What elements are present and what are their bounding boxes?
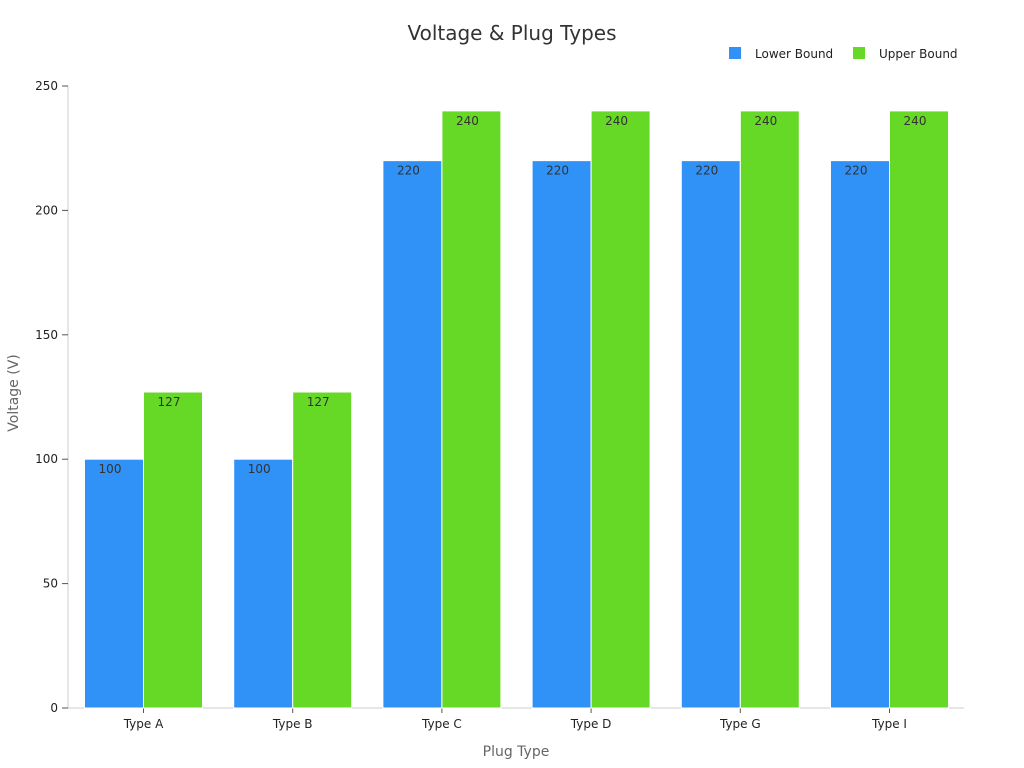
bar-upper-bound <box>292 391 353 709</box>
bar-value-label: 127 <box>158 395 181 409</box>
bar-value-label: 240 <box>754 114 777 128</box>
bar-value-label: 220 <box>397 164 420 178</box>
bar-lower-bound <box>830 160 890 709</box>
data-labels: 100 127 100 127 220 240 220 240 220 240 220 240 <box>99 114 927 476</box>
y-tick-label: 100 <box>35 452 58 466</box>
x-axis-title: Plug Type <box>483 744 550 760</box>
bar-lower-bound <box>84 458 144 709</box>
bar-value-label: 220 <box>546 164 569 178</box>
legend-swatch <box>729 47 741 59</box>
x-axis: Type A Type B Type C Type D Type G Type I <box>68 707 964 731</box>
y-tick-label: 200 <box>35 203 58 217</box>
x-tick-label: Type A <box>123 717 164 731</box>
bar-upper-bound <box>889 110 949 709</box>
bar-value-label: 240 <box>605 114 628 128</box>
bar-value-label: 240 <box>456 114 479 128</box>
legend: Lower Bound Upper Bound <box>729 47 958 61</box>
y-tick-label: 0 <box>50 701 58 715</box>
x-tick-label: Type B <box>272 717 313 731</box>
bar-upper-bound <box>441 110 502 709</box>
legend-label: Upper Bound <box>879 47 958 61</box>
y-tick-label: 250 <box>35 79 58 93</box>
y-tick-label: 150 <box>35 328 58 342</box>
chart-title: Voltage & Plug Types <box>407 21 616 45</box>
y-axis-title: Voltage (V) <box>6 354 22 431</box>
bars <box>84 110 949 709</box>
y-tick-label: 50 <box>43 577 58 591</box>
legend-swatch <box>853 47 865 59</box>
bar-value-label: 240 <box>904 114 927 128</box>
bar-value-label: 100 <box>99 462 122 476</box>
bar-upper-bound <box>739 110 800 709</box>
bar-value-label: 220 <box>845 164 868 178</box>
bar-value-label: 220 <box>695 164 718 178</box>
x-tick-label: Type G <box>719 717 761 731</box>
bar-value-label: 127 <box>307 395 330 409</box>
bar-lower-bound <box>680 160 741 709</box>
x-tick-label: Type C <box>421 717 462 731</box>
legend-label: Lower Bound <box>755 47 833 61</box>
bar-lower-bound <box>382 160 443 709</box>
x-tick-label: Type D <box>570 717 612 731</box>
bar-lower-bound <box>531 160 592 709</box>
y-axis: 0 50 100 150 200 250 <box>35 79 69 715</box>
x-tick-label: Type I <box>871 717 907 731</box>
bar-upper-bound <box>590 110 651 709</box>
bar-value-label: 100 <box>248 462 271 476</box>
bar-upper-bound <box>143 391 203 709</box>
bar-lower-bound <box>233 458 294 709</box>
